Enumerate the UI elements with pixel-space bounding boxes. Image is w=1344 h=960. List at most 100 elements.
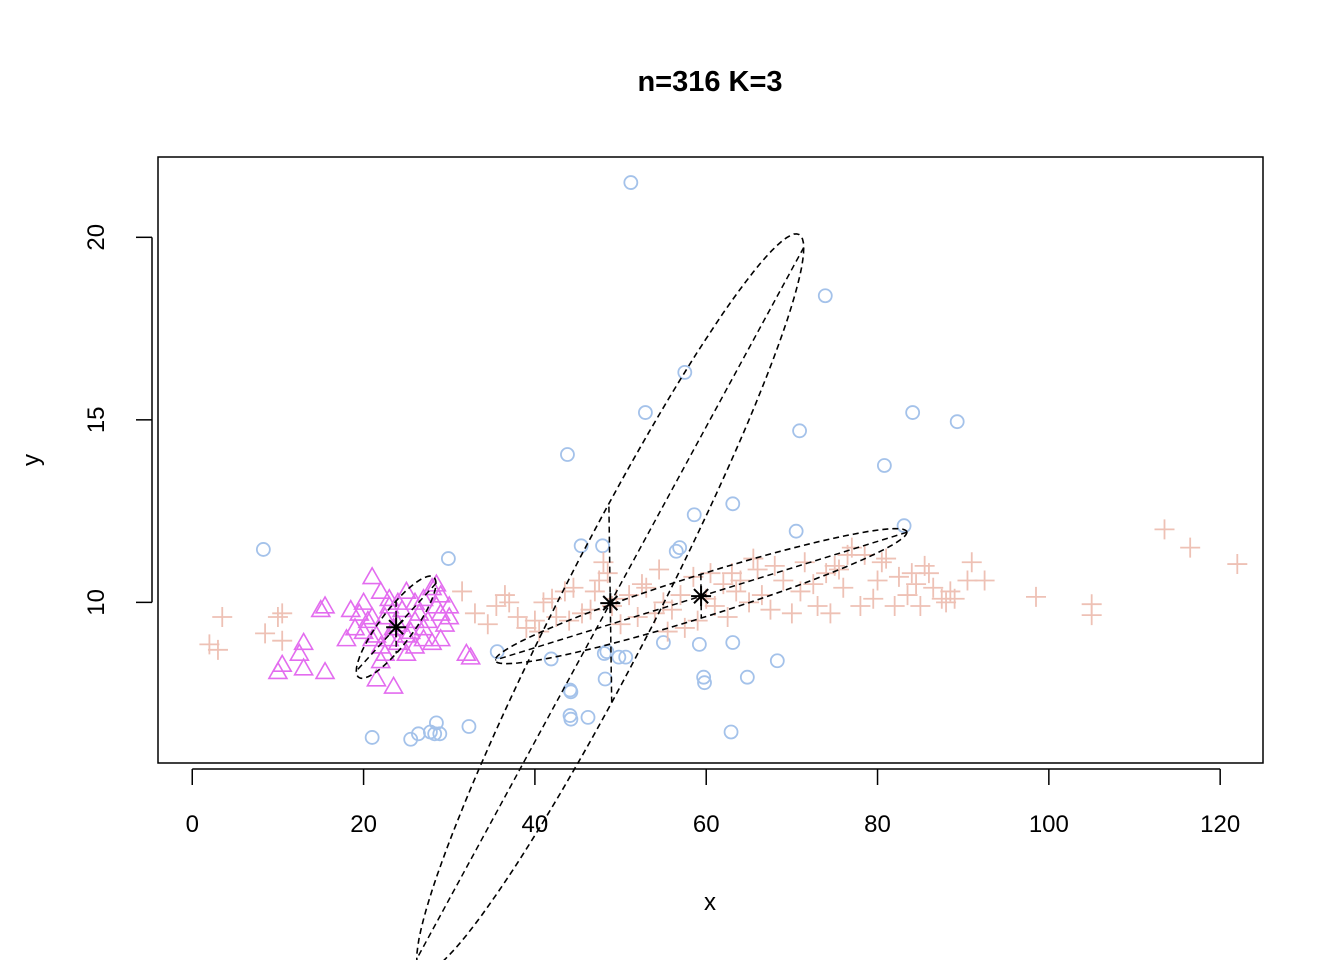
triangle-point: [438, 606, 460, 625]
triangle-point: [293, 631, 314, 651]
triangle-point: [314, 595, 336, 614]
plus-point: [944, 588, 965, 609]
plus-point: [1154, 519, 1175, 540]
plus-point: [773, 570, 794, 591]
y-axis-label: y: [18, 454, 45, 466]
plus-point: [863, 588, 884, 609]
triangle-point: [374, 642, 396, 662]
y-tick-label: 15: [83, 406, 110, 433]
triangle-point: [366, 668, 387, 687]
triangle-point: [361, 566, 383, 585]
circle-point: [739, 669, 755, 685]
component-center: [691, 586, 712, 607]
data-marks: [199, 175, 1248, 747]
circle-point: [668, 543, 684, 559]
chart-title: n=316 K=3: [637, 66, 782, 98]
circle-point: [817, 288, 833, 304]
triangle-point: [348, 602, 370, 621]
plus-point: [824, 555, 845, 576]
plus-point: [876, 548, 897, 569]
triangle-point: [421, 631, 443, 651]
circle-point: [949, 414, 965, 430]
circle-point: [403, 731, 419, 747]
x-axis: 0 20 40 60 80 100 120: [186, 768, 1240, 838]
circle-point: [461, 719, 477, 734]
circle-point: [686, 507, 702, 523]
component-ellipse: [415, 233, 805, 960]
triangle-point: [460, 646, 482, 665]
plus-point: [272, 630, 293, 651]
plus-point: [212, 606, 233, 627]
plus-point: [631, 574, 652, 595]
plus-point: [833, 577, 854, 598]
triangle-point: [357, 610, 379, 629]
triangle-point: [383, 675, 404, 694]
circle-point: [597, 671, 613, 687]
circle-point: [905, 405, 921, 420]
plus-point: [828, 559, 849, 580]
circle-point: [255, 542, 271, 557]
triangle-point: [413, 588, 434, 607]
y-axis: 10 15 20: [83, 224, 153, 616]
triangle-point: [340, 599, 362, 618]
circle-point: [677, 364, 693, 380]
circle-point: [440, 551, 456, 566]
triangle-point: [310, 599, 332, 618]
circle-point: [611, 649, 627, 665]
plus-point: [820, 603, 841, 624]
plus-point: [781, 603, 802, 624]
triangle-point: [421, 577, 443, 596]
x-tick-label: 80: [864, 811, 891, 838]
plus-point: [636, 577, 657, 598]
plus-point: [657, 621, 678, 642]
triangle-point: [455, 642, 477, 662]
plus-point: [499, 592, 520, 613]
plus-point: [272, 603, 293, 624]
component-ellipses: [355, 233, 908, 960]
plus-point: [721, 563, 742, 584]
plus-point: [726, 581, 747, 602]
plus-point: [700, 563, 721, 584]
circle-point: [697, 675, 712, 691]
triangle-point: [413, 617, 434, 636]
triangle-point: [430, 584, 452, 603]
plus-point: [871, 552, 892, 573]
plus-point: [803, 574, 824, 595]
triangle-point: [353, 620, 374, 640]
circle-point: [364, 730, 380, 745]
plus-point: [589, 570, 610, 591]
plus-point: [207, 639, 228, 660]
circle-point: [411, 726, 426, 742]
x-axis-label: x: [704, 889, 716, 916]
plus-point: [452, 581, 473, 602]
plus-point: [837, 544, 858, 565]
circle-point: [725, 496, 741, 512]
plus-point: [918, 563, 939, 584]
triangle-point: [370, 580, 392, 599]
plus-point: [713, 574, 734, 595]
plus-point: [464, 603, 485, 624]
plus-point: [743, 548, 764, 569]
triangle-point: [353, 591, 374, 610]
triangle-point: [438, 595, 460, 614]
plus-point: [888, 566, 909, 587]
triangle-point: [336, 628, 357, 647]
plus-point: [533, 592, 554, 613]
triangle-point: [426, 573, 447, 592]
ellipse-minor-axis: [608, 503, 613, 703]
plus-point: [884, 596, 905, 617]
plus-point: [610, 614, 631, 635]
circle-point: [563, 711, 579, 727]
triangle-point: [396, 580, 417, 599]
triangle-point: [271, 653, 293, 672]
triangle-point: [361, 606, 383, 625]
circle-point: [788, 523, 804, 539]
plus-point: [255, 623, 276, 644]
plus-point: [584, 581, 605, 602]
plus-point: [554, 581, 575, 602]
x-tick-label: 60: [693, 811, 720, 838]
plus-point: [807, 596, 828, 617]
component-center: [600, 593, 621, 614]
circle-point: [723, 724, 739, 740]
x-tick-label: 120: [1200, 811, 1240, 838]
